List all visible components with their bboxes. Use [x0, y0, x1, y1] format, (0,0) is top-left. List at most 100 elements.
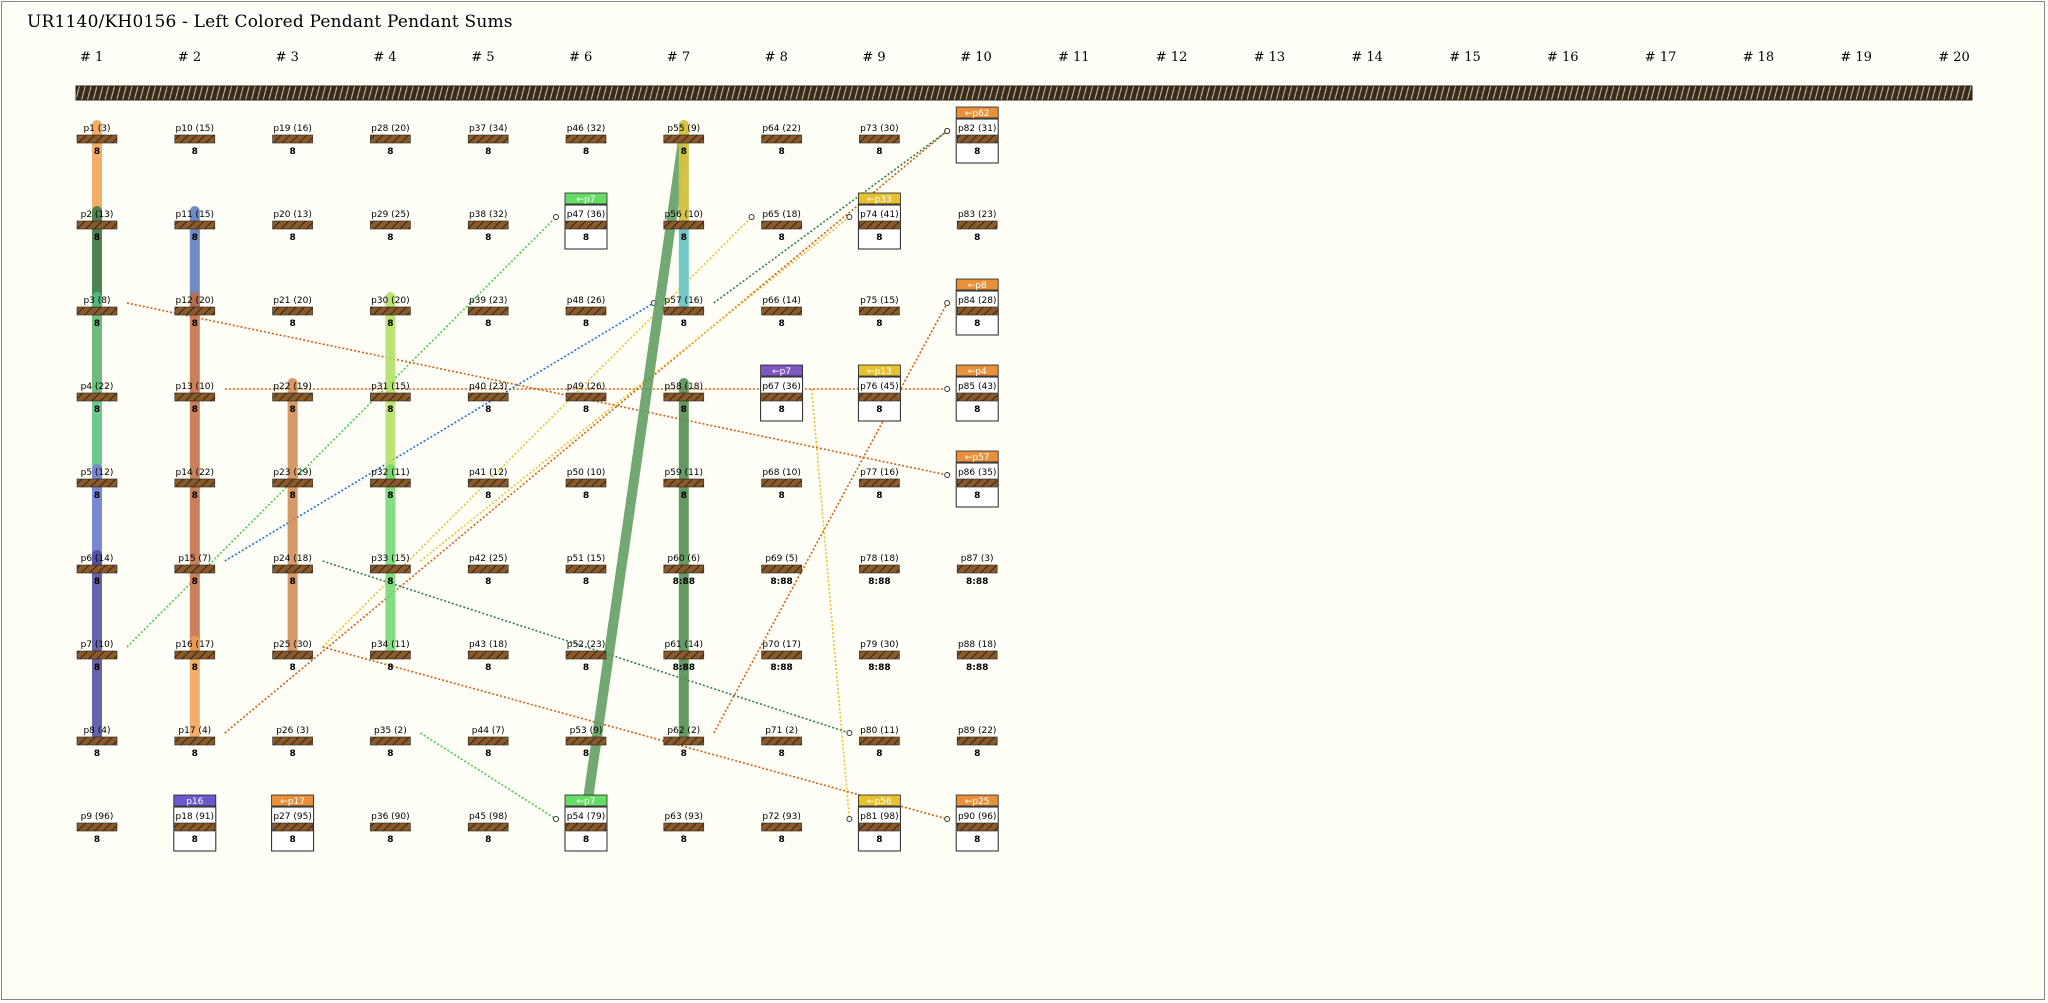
pendant-p85[interactable]: ←p4 p85 (43) 8 — [955, 364, 999, 422]
pendant-p54[interactable]: ←p7 p54 (79) 8 — [564, 794, 608, 852]
pendant-label: p43 (18) — [469, 640, 508, 650]
pendant-p64[interactable]: p64 (22) 8 — [761, 124, 802, 157]
pendant-p14[interactable]: p14 (22) 8 — [174, 468, 216, 501]
pendant-p63[interactable]: p63 (93) 8 — [663, 812, 705, 845]
pendant-p46[interactable]: p46 (32) 8 — [565, 124, 607, 157]
column-header: # 11 — [1058, 50, 1090, 65]
pendant-p22[interactable]: p22 (19) 8 — [272, 382, 313, 415]
pendant-p6[interactable]: p6 (14) 8 — [76, 554, 118, 587]
pendant-p74[interactable]: ←p33 p74 (41) 8 — [857, 192, 901, 250]
pendant-p71[interactable]: p71 (2) 8 — [761, 726, 802, 759]
pendant-p60[interactable]: p60 (6) 8:88 — [663, 554, 705, 587]
pendant-color-band — [370, 564, 411, 574]
pendant-p69[interactable]: p69 (5) 8:88 — [761, 554, 802, 587]
pendant-p90[interactable]: ←p25 p90 (96) 8 — [955, 794, 999, 852]
pendant-p65[interactable]: p65 (18) 8 — [761, 210, 802, 243]
pendant-p51[interactable]: p51 (15) 8 — [565, 554, 607, 587]
pendant-p27[interactable]: ←p17 p27 (95) 8 — [271, 794, 315, 852]
pendant-p42[interactable]: p42 (25) 8 — [467, 554, 509, 587]
pendant-p49[interactable]: p49 (26) 8 — [565, 382, 607, 415]
pendant-p75[interactable]: p75 (15) 8 — [859, 296, 900, 329]
pendant-p62[interactable]: p62 (2) 8 — [663, 726, 705, 759]
pendant-p38[interactable]: p38 (32) 8 — [467, 210, 509, 243]
pendant-p33[interactable]: p33 (15) 8 — [370, 554, 411, 587]
pendant-p79[interactable]: p79 (30) 8:88 — [859, 640, 900, 673]
pendant-p31[interactable]: p31 (15) 8 — [370, 382, 411, 415]
pendant-p25[interactable]: p25 (30) 8 — [272, 640, 313, 673]
pendant-p21[interactable]: p21 (20) 8 — [272, 296, 313, 329]
pendant-p9[interactable]: p9 (96) 8 — [76, 812, 118, 845]
pendant-color-band — [859, 134, 900, 144]
pendant-p39[interactable]: p39 (23) 8 — [467, 296, 509, 329]
pendant-p89[interactable]: p89 (22) 8 — [956, 726, 998, 759]
pendant-p86[interactable]: ←p57 p86 (35) 8 — [955, 450, 999, 508]
pendant-p20[interactable]: p20 (13) 8 — [272, 210, 313, 243]
pendant-p78[interactable]: p78 (18) 8:88 — [859, 554, 900, 587]
pendant-p40[interactable]: p40 (23) 8 — [467, 382, 509, 415]
pendant-p43[interactable]: p43 (18) 8 — [467, 640, 509, 673]
pendant-p10[interactable]: p10 (15) 8 — [174, 124, 216, 157]
pendant-p4[interactable]: p4 (22) 8 — [76, 382, 118, 415]
pendant-p52[interactable]: p52 (23) 8 — [565, 640, 607, 673]
pendant-p5[interactable]: p5 (12) 8 — [76, 468, 118, 501]
pendant-p7[interactable]: p7 (10) 8 — [76, 640, 118, 673]
pendant-p72[interactable]: p72 (93) 8 — [761, 812, 802, 845]
pendant-p26[interactable]: p26 (3) 8 — [272, 726, 313, 759]
pendant-p88[interactable]: p88 (18) 8:88 — [956, 640, 998, 673]
knot-label: 8 — [876, 233, 882, 243]
pendant-p66[interactable]: p66 (14) 8 — [761, 296, 802, 329]
pendant-p53[interactable]: p53 (9) 8 — [565, 726, 607, 759]
pendant-p82[interactable]: ←p62 p82 (31) 8 — [955, 106, 999, 164]
pendant-p30[interactable]: p30 (20) 8 — [370, 296, 411, 329]
pendant-p77[interactable]: p77 (16) 8 — [859, 468, 900, 501]
pendant-p17[interactable]: p17 (4) 8 — [174, 726, 216, 759]
pendant-p1[interactable]: p1 (3) 8 — [76, 124, 118, 157]
pendant-p44[interactable]: p44 (7) 8 — [467, 726, 509, 759]
pendant-p56[interactable]: p56 (10) 8 — [663, 210, 705, 243]
pendant-p81[interactable]: ←p56 p81 (98) 8 — [857, 794, 901, 852]
pendant-p47[interactable]: ←p7 p47 (36) 8 — [564, 192, 608, 250]
pendant-p32[interactable]: p32 (11) 8 — [370, 468, 411, 501]
pendant-p18[interactable]: p16 p18 (91) 8 — [173, 794, 217, 852]
pendant-p48[interactable]: p48 (26) 8 — [565, 296, 607, 329]
pendant-p61[interactable]: p61 (14) 8:88 — [663, 640, 705, 673]
pendant-p28[interactable]: p28 (20) 8 — [370, 124, 411, 157]
pendant-p8[interactable]: p8 (4) 8 — [76, 726, 118, 759]
pendant-p15[interactable]: p15 (7) 8 — [174, 554, 216, 587]
pendant-p84[interactable]: ←p8 p84 (28) 8 — [955, 278, 999, 336]
knot-label: 8 — [485, 749, 491, 759]
pendant-p59[interactable]: p59 (11) 8 — [663, 468, 705, 501]
knot-label: 8:88 — [868, 663, 890, 673]
pendant-p23[interactable]: p23 (29) 8 — [272, 468, 313, 501]
pendant-p68[interactable]: p68 (10) 8 — [761, 468, 802, 501]
pendant-p76[interactable]: ←p13 p76 (45) 8 — [857, 364, 901, 422]
pendant-p57[interactable]: p57 (16) 8 — [663, 296, 705, 329]
pendant-p19[interactable]: p19 (16) 8 — [272, 124, 313, 157]
pendant-p50[interactable]: p50 (10) 8 — [565, 468, 607, 501]
pendant-p24[interactable]: p24 (18) 8 — [272, 554, 313, 587]
pendant-p45[interactable]: p45 (98) 8 — [467, 812, 509, 845]
sum-tag-label: ←p17 — [280, 797, 305, 807]
pendant-p58[interactable]: p58 (18) 8 — [663, 382, 705, 415]
pendant-p37[interactable]: p37 (34) 8 — [467, 124, 509, 157]
pendant-p55[interactable]: p55 (9) 8 — [663, 124, 705, 157]
pendant-p16[interactable]: p16 (17) 8 — [174, 640, 216, 673]
pendant-p13[interactable]: p13 (10) 8 — [174, 382, 216, 415]
pendant-p67[interactable]: ←p7 p67 (36) 8 — [760, 364, 804, 422]
pendant-p11[interactable]: p11 (15) 8 — [174, 210, 216, 243]
pendant-p36[interactable]: p36 (90) 8 — [370, 812, 411, 845]
pendant-p83[interactable]: p83 (23) 8 — [956, 210, 998, 243]
pendant-p41[interactable]: p41 (12) 8 — [467, 468, 509, 501]
pendant-p87[interactable]: p87 (3) 8:88 — [956, 554, 998, 587]
pendant-p34[interactable]: p34 (11) 8 — [370, 640, 411, 673]
pendant-p3[interactable]: p3 (8) 8 — [76, 296, 118, 329]
pendant-p80[interactable]: p80 (11) 8 — [859, 726, 900, 759]
pendant-p2[interactable]: p2 (13) 8 — [76, 210, 118, 243]
pendant-p12[interactable]: p12 (20) 8 — [174, 296, 216, 329]
knot-label: 8 — [289, 319, 295, 329]
pendant-p29[interactable]: p29 (25) 8 — [370, 210, 411, 243]
pendant-p35[interactable]: p35 (2) 8 — [370, 726, 411, 759]
pendant-p70[interactable]: p70 (17) 8:88 — [761, 640, 802, 673]
pendant-p73[interactable]: p73 (30) 8 — [859, 124, 900, 157]
